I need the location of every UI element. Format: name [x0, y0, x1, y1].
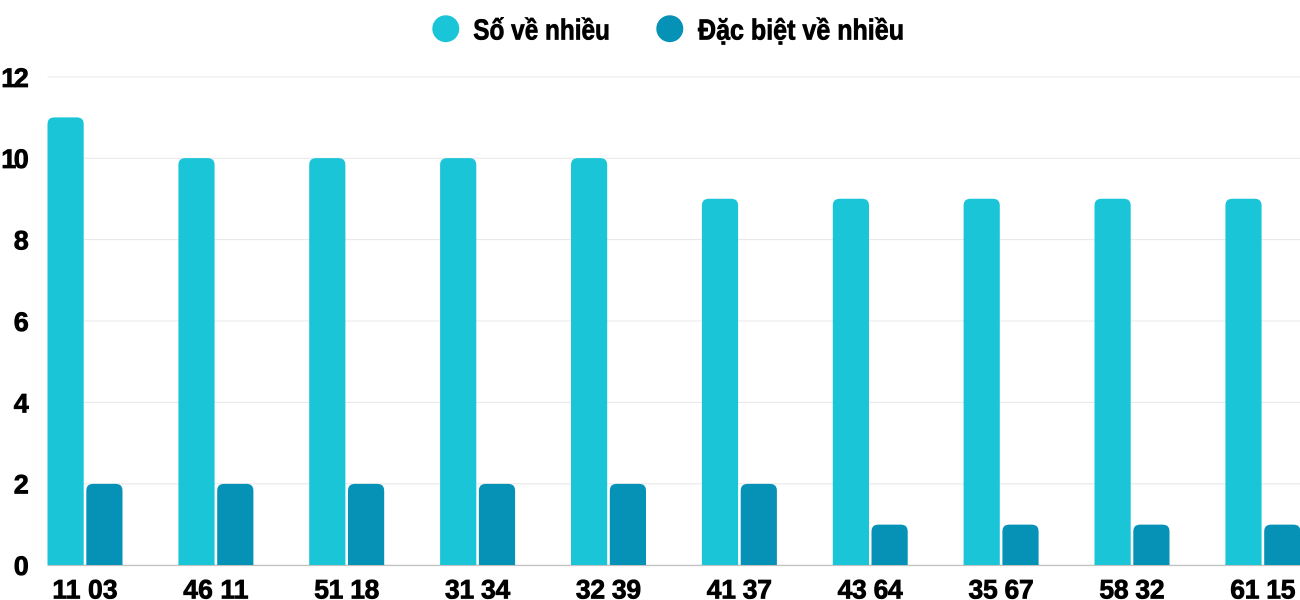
svg-text:2: 2 [14, 470, 29, 500]
svg-text:0: 0 [14, 551, 29, 581]
svg-text:12: 12 [1, 63, 29, 93]
svg-text:43 64: 43 64 [838, 575, 903, 600]
svg-text:8: 8 [14, 226, 29, 256]
svg-text:35 67: 35 67 [969, 575, 1034, 600]
svg-text:58 32: 58 32 [1099, 575, 1164, 600]
svg-text:41 37: 41 37 [707, 575, 772, 600]
svg-text:31 34: 31 34 [445, 575, 510, 600]
svg-text:61 15: 61 15 [1230, 575, 1295, 600]
svg-text:11 03: 11 03 [52, 575, 117, 600]
svg-text:10: 10 [1, 144, 29, 174]
svg-text:4: 4 [14, 388, 29, 418]
svg-text:6: 6 [14, 307, 29, 337]
svg-text:46 11: 46 11 [183, 575, 248, 600]
svg-text:Số về nhiều: Số về nhiều [473, 14, 610, 46]
svg-text:51 18: 51 18 [314, 575, 379, 600]
svg-text:32 39: 32 39 [576, 575, 641, 600]
svg-text:Đặc biệt về nhiều: Đặc biệt về nhiều [698, 14, 904, 46]
